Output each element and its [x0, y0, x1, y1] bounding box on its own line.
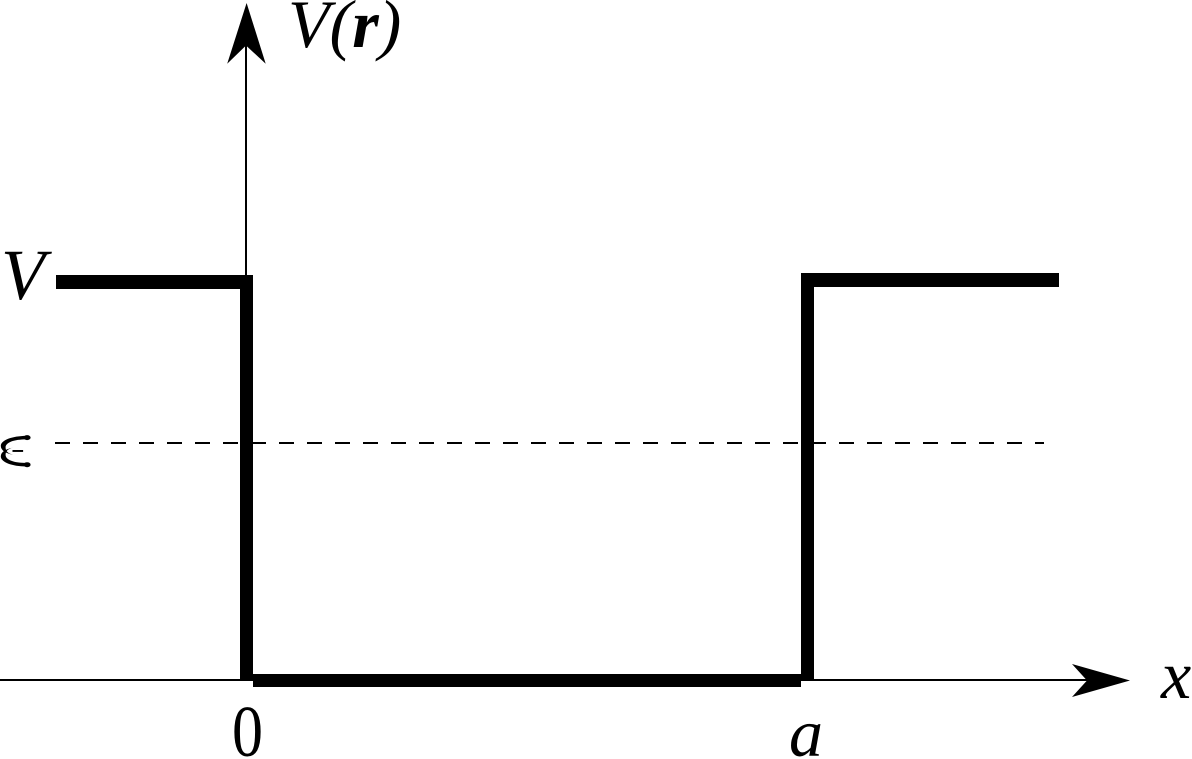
svg-text:V: V [1, 235, 52, 315]
svg-text:a: a [789, 695, 823, 759]
svg-text:0: 0 [232, 691, 263, 759]
svg-text:x: x [1160, 637, 1191, 713]
svg-text:V(r): V(r) [288, 0, 401, 62]
